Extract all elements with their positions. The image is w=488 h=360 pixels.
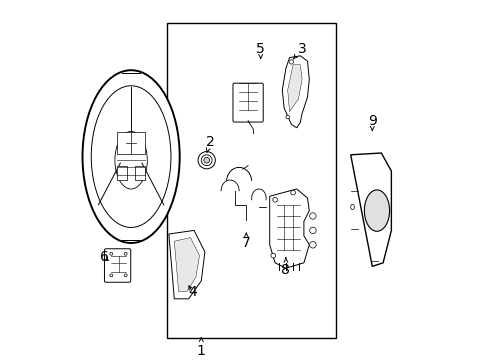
- Ellipse shape: [203, 157, 209, 163]
- Text: 7: 7: [242, 233, 250, 250]
- Ellipse shape: [110, 252, 113, 255]
- Ellipse shape: [288, 60, 293, 64]
- Text: 4: 4: [187, 285, 196, 298]
- Ellipse shape: [82, 70, 179, 243]
- Ellipse shape: [91, 86, 171, 228]
- Ellipse shape: [198, 152, 215, 169]
- Ellipse shape: [309, 242, 316, 248]
- Polygon shape: [269, 189, 309, 268]
- Text: 9: 9: [367, 114, 376, 131]
- Polygon shape: [168, 230, 204, 299]
- Text: 8: 8: [281, 257, 290, 277]
- Bar: [167, 23, 336, 338]
- Ellipse shape: [350, 204, 354, 210]
- FancyBboxPatch shape: [104, 249, 130, 282]
- Text: 3: 3: [293, 42, 306, 59]
- Ellipse shape: [272, 197, 277, 202]
- Text: 1: 1: [197, 338, 205, 358]
- Ellipse shape: [124, 252, 127, 255]
- Polygon shape: [287, 65, 302, 112]
- Ellipse shape: [110, 274, 113, 277]
- Polygon shape: [174, 238, 199, 292]
- Ellipse shape: [285, 115, 289, 119]
- Bar: [135, 166, 145, 180]
- Ellipse shape: [309, 227, 316, 234]
- Ellipse shape: [309, 213, 316, 219]
- Text: 6: 6: [100, 251, 108, 264]
- Ellipse shape: [364, 190, 389, 231]
- Polygon shape: [350, 153, 390, 266]
- Ellipse shape: [124, 274, 127, 277]
- Polygon shape: [282, 56, 309, 128]
- Ellipse shape: [290, 190, 295, 195]
- Ellipse shape: [201, 155, 212, 166]
- FancyBboxPatch shape: [232, 83, 263, 122]
- Text: 5: 5: [256, 42, 264, 59]
- Bar: [117, 166, 126, 180]
- Ellipse shape: [115, 131, 147, 189]
- FancyBboxPatch shape: [117, 132, 144, 154]
- Ellipse shape: [270, 253, 275, 258]
- Text: 2: 2: [205, 135, 214, 152]
